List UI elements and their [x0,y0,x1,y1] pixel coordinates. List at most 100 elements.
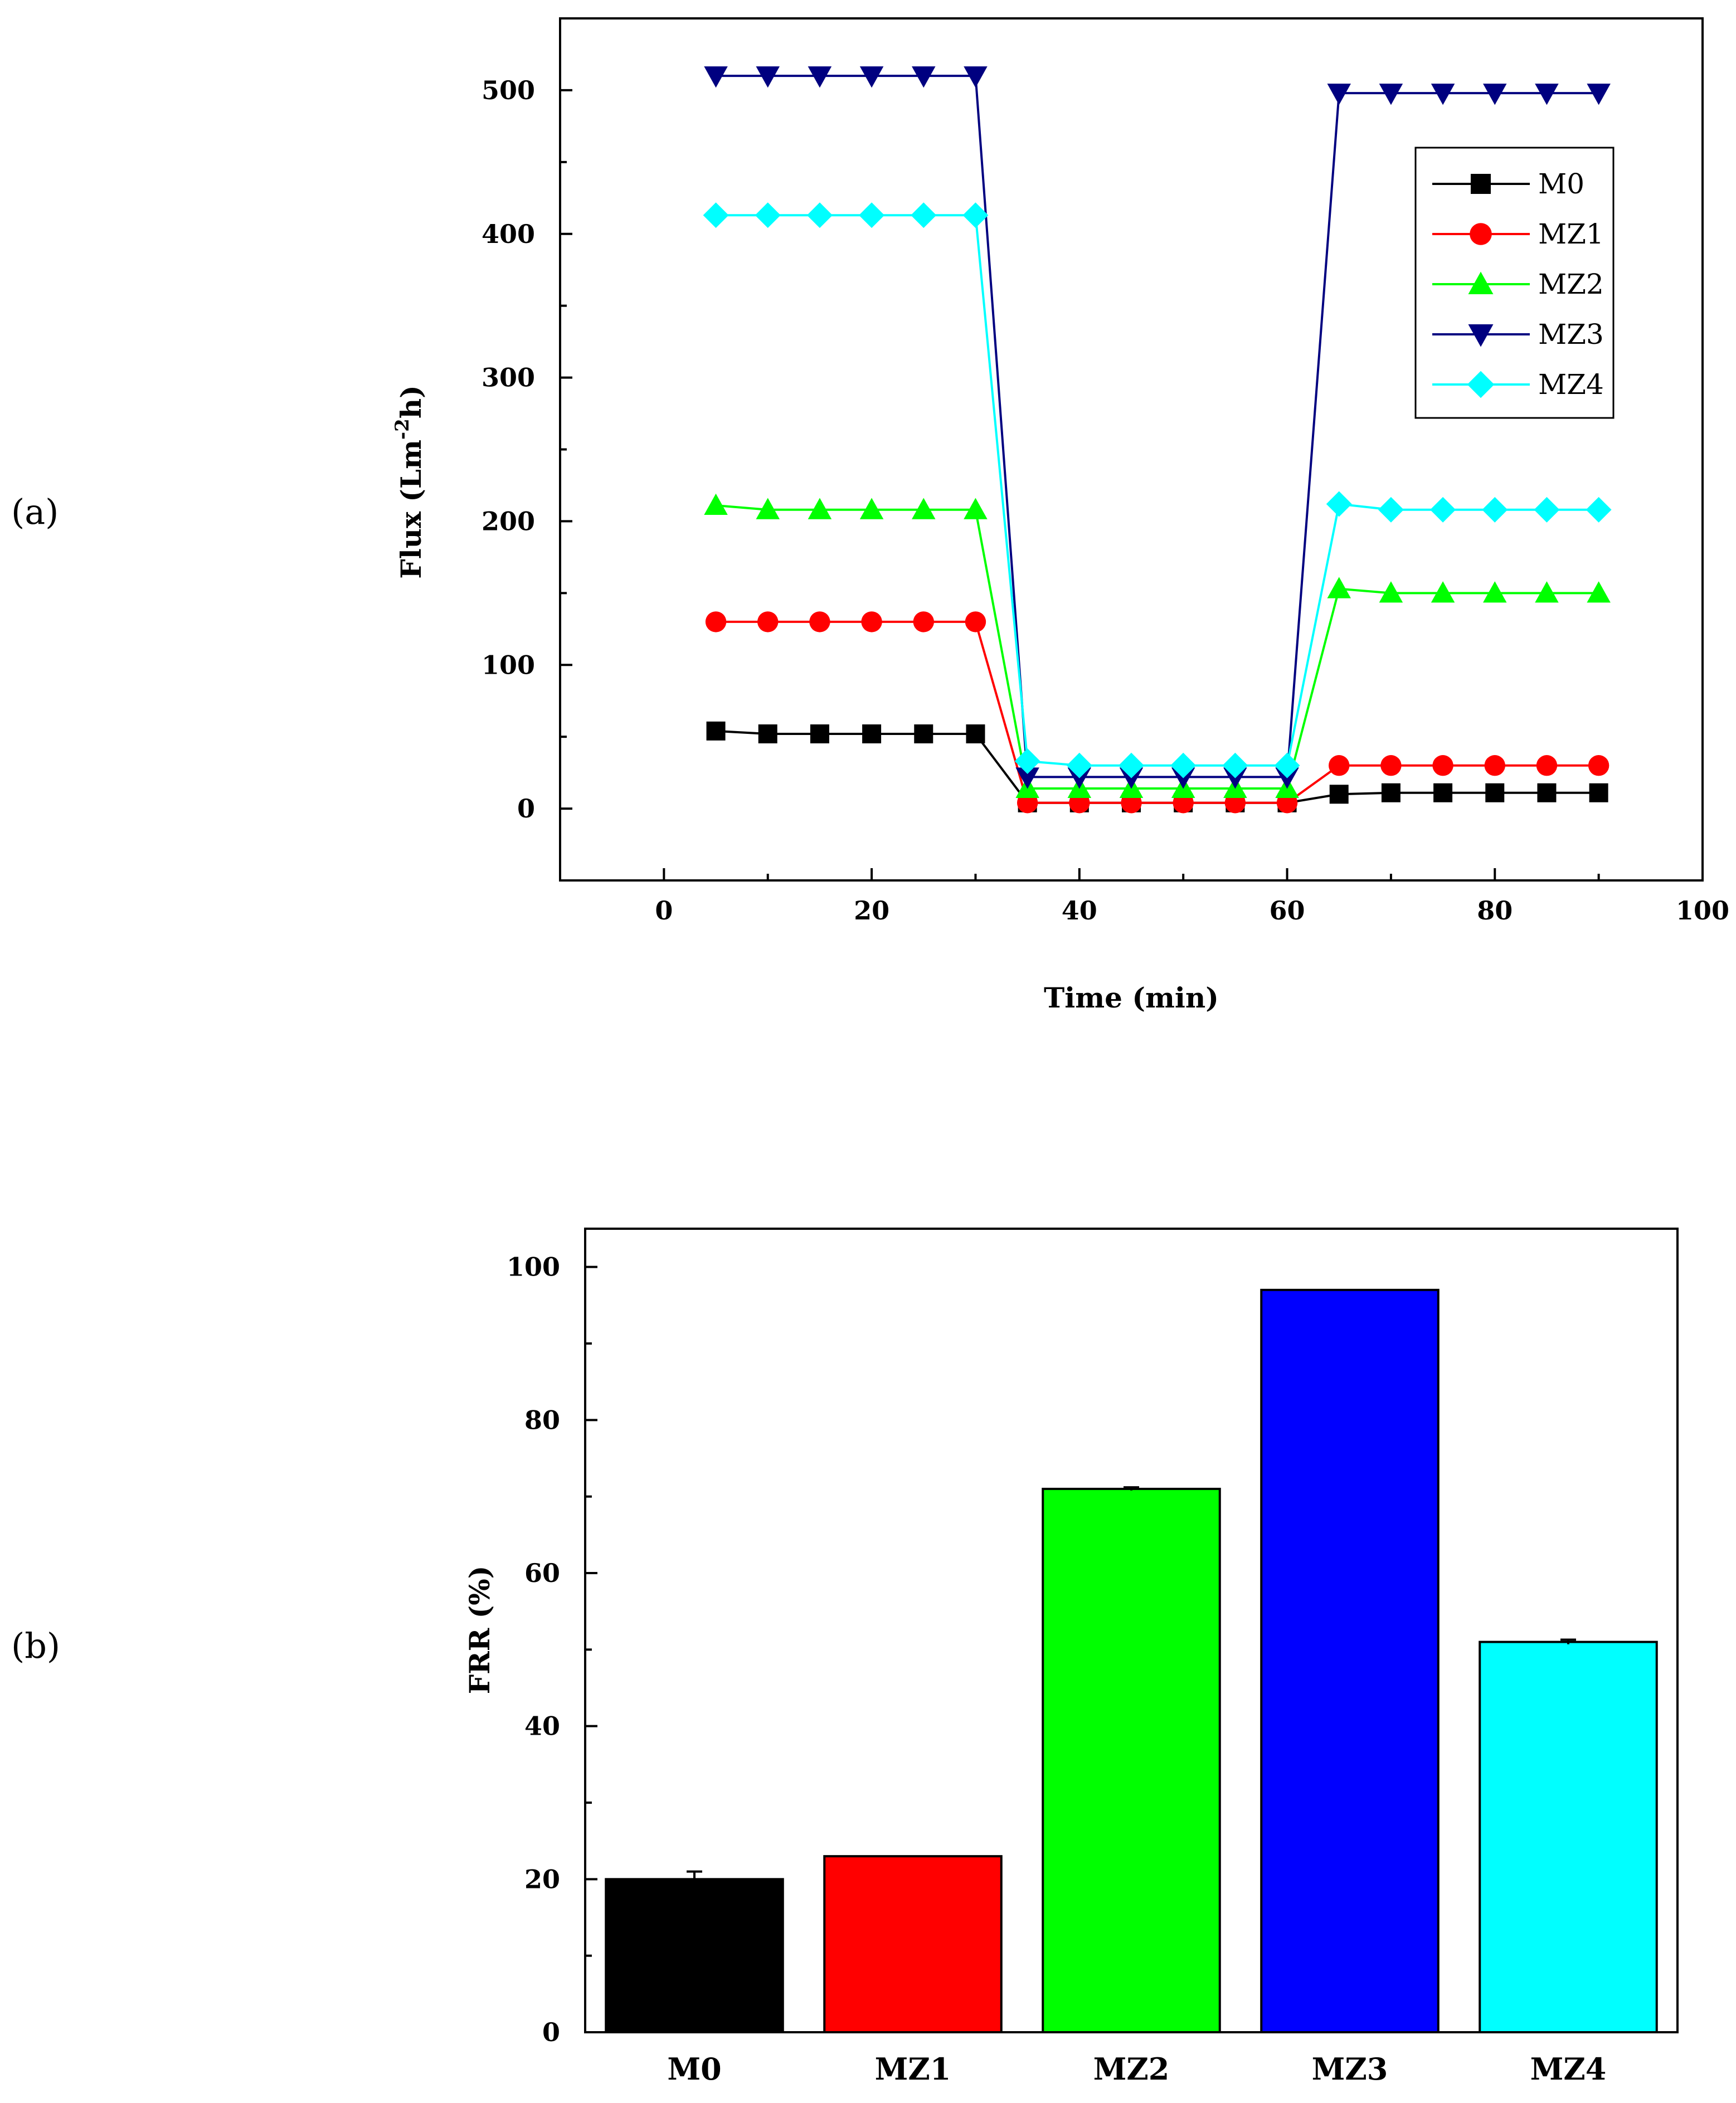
x-axis-title-a: Time (min) [1044,981,1219,1014]
data-point-m0 [862,724,882,744]
series-line-mz2 [716,504,1599,790]
data-point-mz3 [1483,84,1507,105]
data-point-mz2 [1483,581,1507,603]
data-point-mz4 [703,202,729,228]
data-point-mz4 [1170,752,1197,778]
x-tick-label: 100 [1676,895,1729,926]
x-tick-label: 80 [1477,895,1513,926]
legend-box [1414,147,1615,419]
series-line-m0 [716,729,1599,804]
data-point-mz3 [1379,84,1403,105]
data-point-mz2 [704,493,728,515]
data-point-mz2 [756,498,780,519]
data-point-mz4 [806,202,833,228]
bar-m0 [605,1878,784,2033]
data-point-mz4 [1119,752,1144,778]
data-point-mz4 [1066,752,1092,778]
data-point-mz1 [705,611,727,632]
y-tick-label: 0 [542,2017,560,2047]
bar-mz4 [1479,1640,1658,2034]
legend-label-mz4: MZ4 [1538,368,1604,401]
data-point-m0 [914,724,933,744]
bar-chart-b: 0 20 40 60 80 100 M0 MZ1 MZ2 MZ3 MZ4 FRR (%) [463,1228,1679,2087]
line-chart-a: 0 20 40 60 80 100 0 100 200 300 400 500 M0 MZ1 MZ2 MZ3… [391,17,1729,1014]
x-tick-label: 60 [1270,895,1305,926]
data-point-mz4 [1222,752,1248,778]
y-tick-label: 100 [482,650,535,680]
legend-marker-m0 [1471,174,1491,194]
x-category-label: MZ3 [1312,2051,1388,2087]
legend: M0 MZ1 MZ2 MZ3 MZ4 [1414,147,1615,419]
y-tick-label: 300 [482,363,535,393]
data-point-m0 [966,724,985,744]
y-tick-label: 100 [507,1252,560,1282]
y-tick-label: 20 [524,1864,560,1894]
legend-label-mz2: MZ2 [1538,268,1604,300]
data-point-mz4 [1378,496,1404,523]
data-point-mz1 [1380,755,1402,776]
data-point-mz4 [1482,496,1508,523]
data-point-m0 [758,724,777,744]
data-point-mz2 [1327,577,1351,598]
data-point-mz4 [962,202,989,228]
data-point-m0 [1589,783,1608,802]
data-point-mz1 [1329,755,1350,776]
bar-mz3 [1260,1288,1440,2033]
y-axis-title-sup: -2 [391,418,414,440]
legend-marker-mz2 [1468,271,1494,294]
x-tick-label: 40 [1062,895,1097,926]
legend-marker-mz1 [1470,223,1492,245]
y-tick-label: 0 [517,794,535,824]
y-tick-label: 400 [482,219,535,249]
x-tick-label: 0 [655,895,673,926]
data-point-mz4 [1014,748,1040,774]
data-point-mz1 [965,611,986,632]
data-point-mz4 [911,202,937,228]
legend-marker-mz4 [1467,371,1495,398]
data-point-mz1 [1536,755,1558,776]
data-point-mz2 [1535,581,1559,603]
legend-label-mz3: MZ3 [1538,318,1604,350]
series-line-mz1 [716,620,1599,804]
legend-marker-mz3 [1468,324,1494,347]
y-axis-title-b: FRR (%) [463,1566,496,1695]
data-point-mz4 [1274,752,1300,778]
data-point-mz4 [1430,496,1456,523]
data-point-mz3 [756,66,780,88]
data-point-mz2 [1431,581,1455,603]
data-point-m0 [810,724,829,744]
data-point-mz3 [1535,84,1559,105]
data-point-m0 [1537,783,1557,802]
data-point-mz3 [1587,84,1611,105]
data-point-mz1 [809,611,830,632]
data-point-mz1 [1432,755,1453,776]
panel-label-b: (b) [11,1625,60,1666]
data-point-mz4 [755,202,781,228]
data-point-mz3 [964,66,988,88]
series-line-mz3 [716,75,1599,778]
data-point-mz4 [859,202,885,228]
data-point-m0 [1485,783,1505,802]
data-point-mz3 [859,66,884,88]
data-point-mz4 [1326,491,1352,517]
data-point-mz2 [859,498,884,519]
bar-mz2 [1042,1487,1221,2033]
data-point-mz1 [1484,755,1505,776]
y-tick-label: 200 [482,506,535,536]
y-axis-title-a: Flux (Lm-2h) [391,385,427,579]
data-point-m0 [1381,783,1401,802]
x-category-label: M0 [667,2051,721,2087]
x-category-label: MZ1 [875,2051,951,2087]
data-point-mz2 [912,498,936,519]
x-category-label: MZ4 [1530,2051,1607,2087]
data-point-mz4 [1586,496,1612,523]
data-point-mz1 [913,611,934,632]
data-point-mz2 [1587,581,1611,603]
y-tick-label: 80 [524,1405,560,1435]
data-point-mz2 [808,498,832,519]
data-point-mz1 [1588,755,1609,776]
bar-mz1 [823,1855,1003,2033]
data-point-mz2 [1379,581,1403,603]
data-point-mz3 [808,66,832,88]
